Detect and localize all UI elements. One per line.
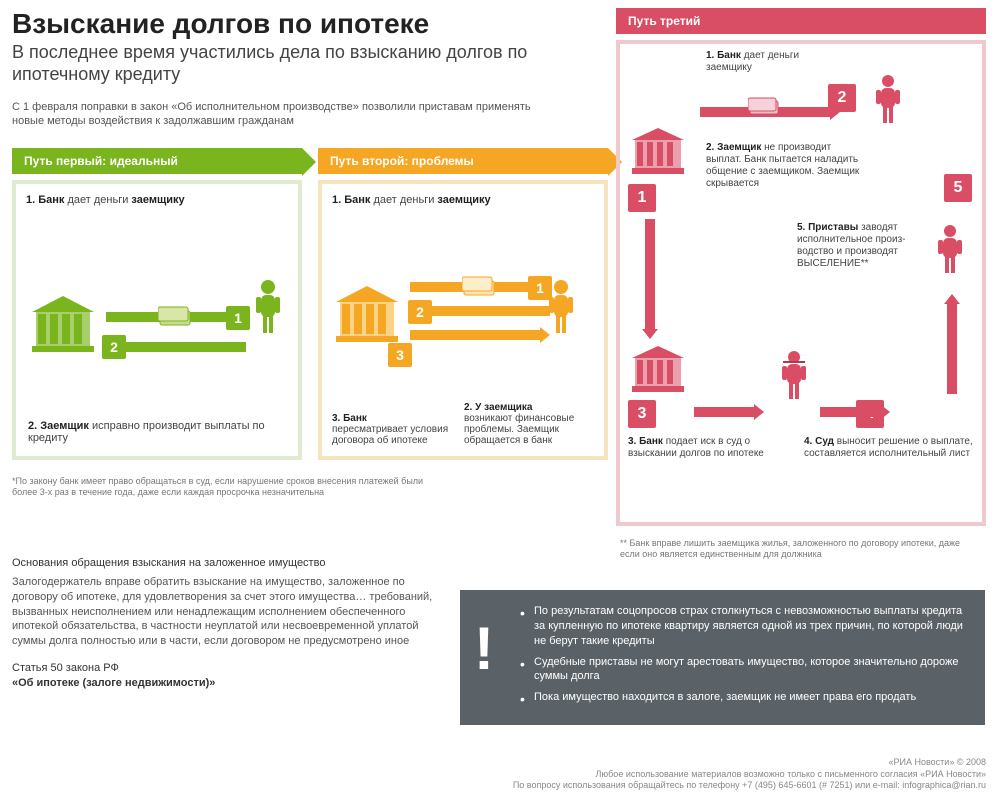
- arrow-up-icon: [944, 294, 960, 394]
- path3-step2: 2. Заемщик не производит выплат. Банк пы…: [706, 142, 866, 190]
- path2-badge-3: 3: [388, 343, 412, 367]
- path1-step2: 2. Заемщик исправно производит выплаты п…: [28, 420, 298, 444]
- path2-panel: Путь второй: проблемы 1. Банк дает деньг…: [318, 148, 608, 460]
- path3-body: 1. Банк дает деньги заемщику 2 1 2. Заем…: [616, 40, 986, 526]
- path3-header: Путь третий: [616, 8, 986, 34]
- path3-step1: 1. Банк дает деньги заемщику: [706, 50, 826, 74]
- path2-body: 1. Банк дает деньги заемщику 1 2 3 3. Ба…: [318, 180, 608, 460]
- path2-step1: 1. Банк дает деньги заемщику: [332, 194, 594, 206]
- money-icon: [462, 275, 498, 297]
- fact-item: Судебные приставы не могут арестовать им…: [520, 655, 969, 685]
- path2-badge-1: 1: [528, 276, 552, 300]
- path1-badge-2: 2: [102, 335, 126, 359]
- legal-block: Основания обращения взыскания на заложен…: [12, 556, 442, 691]
- footnote-1: *По закону банк имеет право обращаться в…: [12, 476, 432, 498]
- path3-step3: 3. Банк подает иск в суд о взыскании дол…: [628, 436, 778, 460]
- path2-step3: 3. Банк пересматривает условия договора …: [332, 413, 452, 446]
- copyright: «РИА Новости» © 2008 Любое использование…: [513, 757, 986, 792]
- person-icon: [253, 279, 283, 339]
- footnote-2: ** Банк вправе лишить заемщика жилья, за…: [620, 538, 980, 560]
- judge-icon: [780, 350, 808, 406]
- intro-text: С 1 февраля поправки в закон «Об исполни…: [12, 100, 562, 129]
- bank-icon: [628, 126, 688, 176]
- bank-icon: [28, 294, 98, 354]
- fact-item: Пока имущество находится в залоге, заемщ…: [520, 690, 969, 705]
- path3-panel: Путь третий 1. Банк дает деньги заемщику…: [616, 8, 986, 526]
- path3-step4: 4. Суд выносит решение о выплате, состав…: [804, 436, 974, 460]
- path1-body: 1. Банк дает деньги заемщику 1 2 2. Заем…: [12, 180, 302, 460]
- path1-panel: Путь первый: идеальный 1. Банк дает день…: [12, 148, 302, 460]
- path2-badge-2: 2: [408, 300, 432, 324]
- legal-body: Залогодержатель вправе обратить взыскани…: [12, 575, 442, 649]
- exclamation-icon: !: [474, 608, 494, 689]
- path1-header: Путь первый: идеальный: [12, 148, 302, 174]
- path1-arrows: 1 2: [106, 309, 246, 359]
- legal-article: Статья 50 закона РФ «Об ипотеке (залоге …: [12, 661, 442, 691]
- subtitle: В последнее время участились дела по взы…: [12, 42, 532, 85]
- bank-icon: [332, 284, 402, 344]
- court-icon: [628, 344, 688, 394]
- path3-badge-1: 1: [628, 184, 656, 212]
- path3-step5: 5. Приставы заводят исполнительное произ…: [797, 222, 927, 270]
- path2-step2: 2. У заемщика возникают финансовые пробл…: [464, 402, 594, 446]
- legal-title: Основания обращения взыскания на заложен…: [12, 556, 442, 571]
- path1-badge-1: 1: [226, 306, 250, 330]
- path2-header: Путь второй: проблемы: [318, 148, 608, 174]
- money-icon: [748, 96, 782, 116]
- marshal-icon: [936, 224, 964, 280]
- main-title: Взыскание долгов по ипотеке: [12, 8, 429, 40]
- arrow-down-icon: [642, 219, 658, 339]
- path3-badge-3: 3: [628, 400, 656, 428]
- path1-step1: 1. Банк дает деньги заемщику: [26, 194, 288, 206]
- facts-block: ! По результатам соцопросов страх столкн…: [460, 590, 985, 725]
- person-icon: [874, 74, 902, 130]
- money-icon: [158, 305, 194, 327]
- fact-item: По результатам соцопросов страх столкнут…: [520, 604, 969, 649]
- path3-badge-5: 5: [944, 174, 972, 202]
